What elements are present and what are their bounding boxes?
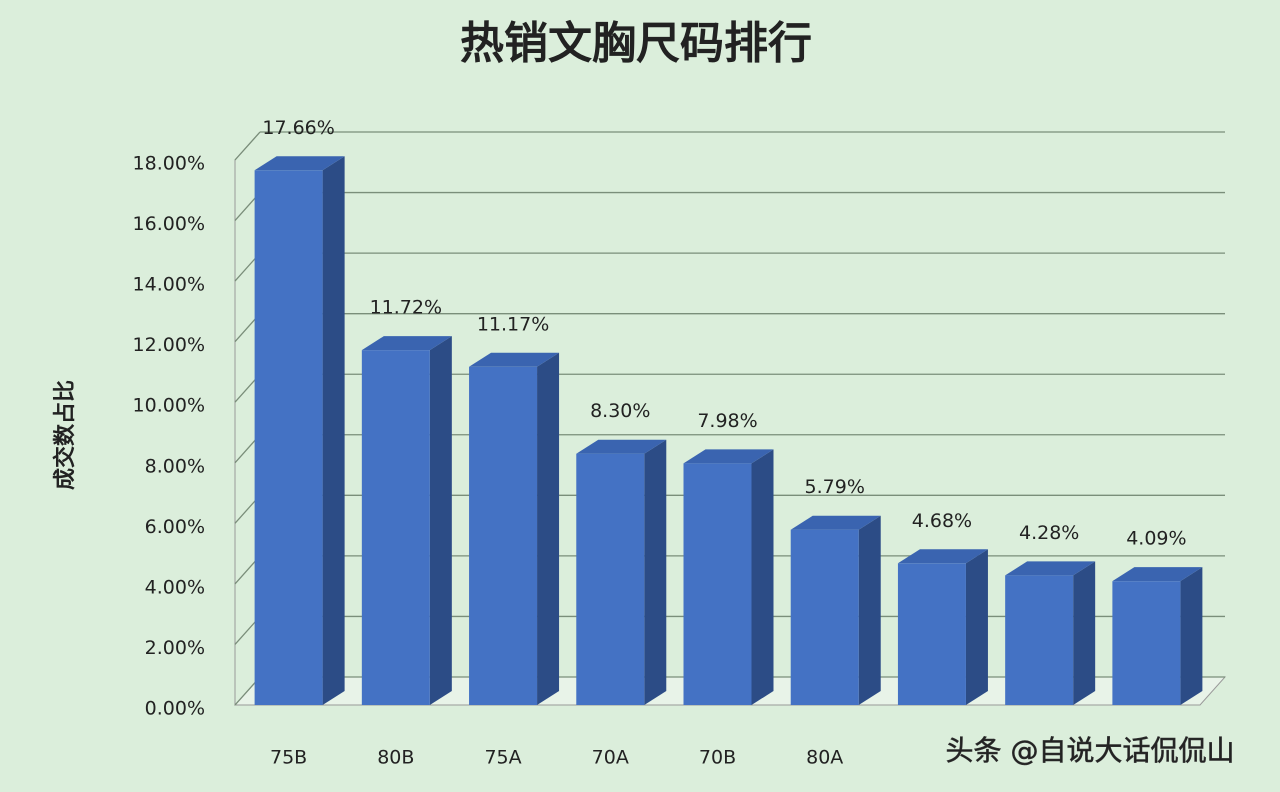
bar — [361, 350, 430, 705]
value-label: 7.98% — [697, 410, 757, 432]
bar-top — [1005, 561, 1096, 576]
x-tick-label: 75A — [484, 747, 521, 769]
bar — [683, 463, 752, 705]
bar-side — [537, 352, 560, 705]
value-label: 5.79% — [805, 476, 865, 498]
value-label: 17.66% — [262, 117, 334, 139]
bar-top — [469, 352, 560, 367]
x-tick-label: 70A — [592, 747, 629, 769]
value-label: 4.28% — [1019, 522, 1079, 544]
value-label: 8.30% — [590, 400, 650, 422]
y-tick-label: 4.00% — [145, 576, 205, 598]
bar — [1005, 575, 1074, 705]
bar — [790, 529, 859, 705]
y-tick-label: 6.00% — [145, 516, 205, 538]
bar-side — [644, 439, 667, 705]
y-tick-label: 16.00% — [133, 213, 205, 235]
bar-side — [1073, 561, 1096, 705]
y-tick-label: 2.00% — [145, 637, 205, 659]
bar-side — [322, 156, 345, 706]
value-label: 11.17% — [477, 313, 549, 335]
bar-side — [858, 515, 881, 705]
bar-top — [1112, 567, 1203, 582]
bar-top — [576, 439, 667, 454]
value-label: 4.68% — [912, 510, 972, 532]
bar — [254, 170, 323, 706]
bar-side — [1180, 567, 1203, 705]
bar-top — [790, 515, 881, 530]
bar — [1112, 581, 1181, 705]
bar-side — [429, 336, 452, 705]
bar — [469, 366, 538, 705]
y-tick-label: 8.00% — [145, 455, 205, 477]
watermark: 头条 @自说大话侃侃山 — [946, 734, 1235, 767]
bar-side — [751, 449, 774, 705]
y-tick-label: 14.00% — [133, 274, 205, 296]
bar — [897, 563, 966, 705]
value-label: 11.72% — [370, 297, 442, 319]
x-tick-label: 80B — [377, 747, 414, 769]
x-tick-label: 70B — [699, 747, 736, 769]
y-tick-label: 0.00% — [145, 698, 205, 720]
bar-top — [897, 549, 988, 564]
bar-side — [965, 549, 988, 705]
y-tick-label: 12.00% — [133, 334, 205, 356]
bar-top — [683, 449, 774, 464]
x-tick-label: 80A — [806, 747, 843, 769]
y-tick-label: 10.00% — [133, 395, 205, 417]
x-tick-label: 75B — [270, 747, 307, 769]
y-tick-label: 18.00% — [133, 153, 205, 175]
bar-top — [254, 156, 345, 171]
bar-top — [361, 336, 452, 351]
chart-title: 热销文胸尺码排行 — [460, 18, 812, 69]
value-label: 4.09% — [1126, 528, 1186, 550]
bar — [576, 453, 645, 705]
y-axis-title: 成交数占比 — [52, 380, 78, 490]
grid-line-side — [234, 131, 261, 161]
